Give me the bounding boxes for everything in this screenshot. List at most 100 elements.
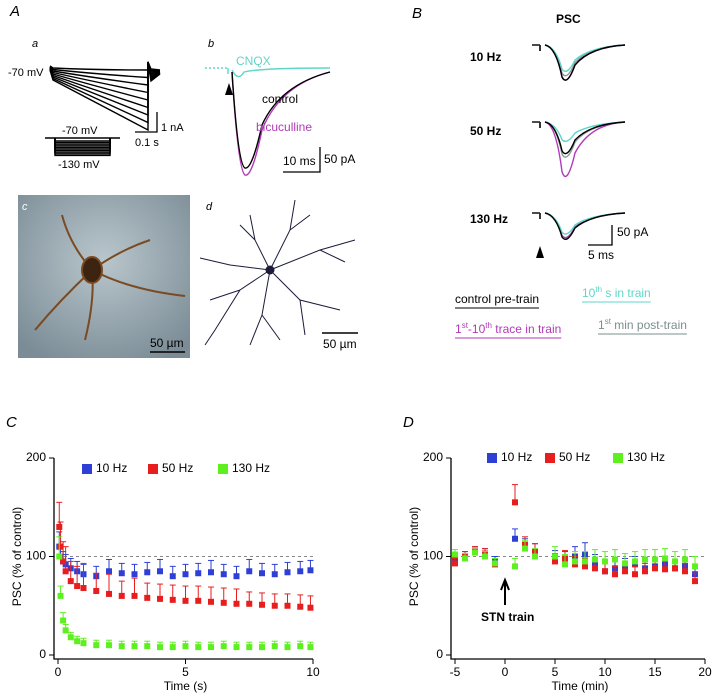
current-trace xyxy=(49,61,161,71)
point xyxy=(662,555,668,562)
scale-bar xyxy=(283,147,321,173)
trace-label: control xyxy=(262,92,298,106)
point xyxy=(307,567,314,574)
legend-label: 10 Hz xyxy=(96,461,127,475)
point xyxy=(106,642,112,649)
point xyxy=(592,565,598,572)
x-tick-label: 0 xyxy=(502,665,509,679)
x-tick-label: 5 xyxy=(182,665,189,679)
point xyxy=(612,556,618,563)
legend-label: 10 Hz xyxy=(501,450,532,464)
scale-label: 50 µm xyxy=(323,337,357,351)
legend-text: th xyxy=(485,321,492,330)
row-label: 10 Hz xyxy=(470,50,501,64)
legend-text: th xyxy=(595,285,602,294)
point xyxy=(307,644,314,651)
current-trace xyxy=(49,61,161,101)
psc-traces xyxy=(532,44,626,240)
current-trace xyxy=(49,61,161,86)
point xyxy=(307,604,314,611)
row-label: 50 Hz xyxy=(470,124,501,138)
legend-label: 130 Hz xyxy=(627,450,665,464)
point xyxy=(233,573,240,580)
point xyxy=(622,560,628,567)
legend-marker xyxy=(218,464,228,474)
legend-marker xyxy=(613,453,623,463)
legend-text: s in train xyxy=(602,286,651,300)
point xyxy=(259,644,265,651)
x-tick-label: 15 xyxy=(648,665,662,679)
point xyxy=(74,638,81,645)
axes xyxy=(450,458,705,660)
legend-text: trace in train xyxy=(492,322,561,336)
point xyxy=(56,553,63,560)
axes xyxy=(53,458,313,660)
trace xyxy=(231,71,331,169)
point xyxy=(692,578,698,585)
trace-legend: control pre-train 10th s in train1st-10th… xyxy=(455,285,687,339)
row-label: 130 Hz xyxy=(470,212,508,226)
stimulus-arrow xyxy=(536,246,544,258)
x-tick-label: 0 xyxy=(55,665,62,679)
legend-entry: 1st-10th trace in train xyxy=(455,321,561,337)
point xyxy=(297,603,304,610)
point xyxy=(220,599,227,606)
x-tick-label: 20 xyxy=(698,665,712,679)
point xyxy=(582,563,588,570)
point xyxy=(562,561,568,568)
point xyxy=(271,571,278,578)
panel-label: C xyxy=(6,414,17,431)
point xyxy=(233,644,240,651)
point xyxy=(259,570,265,577)
psc-trace xyxy=(539,44,626,81)
step-label: -70 mV xyxy=(62,125,98,137)
y-tick-label: 200 xyxy=(26,450,46,464)
legend-label: 50 Hz xyxy=(162,461,193,475)
point xyxy=(118,643,125,650)
neuron-drawing xyxy=(199,199,356,346)
point xyxy=(131,643,138,650)
subpanel-label: a xyxy=(32,38,38,50)
point xyxy=(118,592,125,599)
point xyxy=(522,545,528,552)
point xyxy=(169,573,176,580)
point xyxy=(284,644,291,651)
point xyxy=(195,570,202,577)
point xyxy=(682,556,688,563)
point xyxy=(67,578,74,585)
y-tick-label: 0 xyxy=(436,647,443,661)
x-axis-label: Time (min) xyxy=(552,679,609,693)
point xyxy=(144,643,151,650)
point xyxy=(118,570,125,577)
subpanel-label: b xyxy=(208,38,214,50)
subpanel-label: d xyxy=(206,201,213,213)
point xyxy=(271,643,278,650)
point xyxy=(157,568,163,575)
trace-label: CNQX xyxy=(236,54,271,68)
y-tick-label: 0 xyxy=(39,647,46,661)
legend-entry: 10th s in train xyxy=(582,285,651,301)
point xyxy=(552,553,558,560)
trace-label: bicuculline xyxy=(256,120,312,134)
point xyxy=(208,644,214,651)
scale-label: 1 nA xyxy=(161,122,184,134)
point xyxy=(62,568,69,575)
point xyxy=(472,549,478,556)
point xyxy=(271,602,278,609)
point xyxy=(80,640,87,647)
point xyxy=(246,644,253,651)
scale-label: 10 ms xyxy=(283,154,316,168)
point xyxy=(582,558,588,565)
point xyxy=(220,571,227,578)
point xyxy=(512,499,518,506)
voltage-steps xyxy=(45,137,120,157)
point xyxy=(80,585,87,592)
point xyxy=(622,568,628,575)
point xyxy=(652,556,658,563)
point xyxy=(592,556,598,563)
y-tick-label: 200 xyxy=(423,450,443,464)
point xyxy=(259,601,265,608)
point xyxy=(93,642,100,649)
point xyxy=(297,568,304,575)
